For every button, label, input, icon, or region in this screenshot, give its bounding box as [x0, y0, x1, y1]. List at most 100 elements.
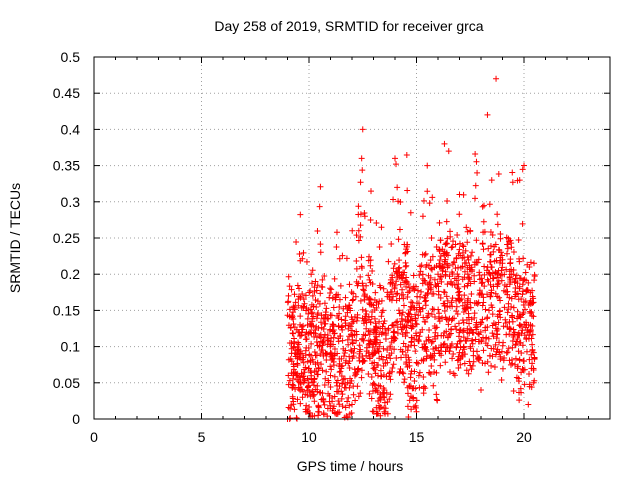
- data-point: [504, 291, 511, 298]
- data-point: [308, 323, 315, 330]
- data-point: [404, 403, 411, 410]
- data-point: [498, 376, 505, 383]
- data-point: [468, 316, 475, 323]
- data-point: [436, 246, 443, 253]
- data-point: [501, 281, 508, 288]
- data-point: [526, 383, 533, 390]
- data-point: [289, 393, 296, 400]
- data-point: [381, 399, 388, 406]
- data-point: [497, 235, 504, 242]
- data-point: [391, 334, 398, 341]
- data-point: [321, 315, 328, 322]
- data-point: [523, 348, 530, 355]
- data-point: [426, 280, 433, 287]
- data-point: [378, 313, 385, 320]
- data-point: [405, 354, 412, 361]
- data-point: [369, 360, 376, 367]
- data-point: [446, 368, 453, 375]
- data-point: [363, 282, 370, 289]
- data-point: [403, 262, 410, 269]
- data-point: [347, 331, 354, 338]
- data-point: [476, 338, 483, 345]
- data-point: [338, 355, 345, 362]
- data-point: [442, 241, 449, 248]
- data-point: [450, 370, 457, 377]
- data-point: [523, 288, 530, 295]
- data-point: [418, 288, 425, 295]
- data-point: [509, 337, 516, 344]
- data-point: [303, 307, 310, 314]
- data-point: [419, 305, 426, 312]
- data-point: [494, 211, 501, 218]
- data-point: [289, 313, 296, 320]
- data-point: [420, 390, 427, 397]
- data-point: [286, 283, 293, 290]
- data-point: [481, 263, 488, 270]
- data-point: [436, 310, 443, 317]
- data-point: [366, 276, 373, 283]
- data-point: [494, 313, 501, 320]
- data-point: [308, 389, 315, 396]
- data-point: [356, 357, 363, 364]
- data-point: [492, 341, 499, 348]
- data-point: [449, 281, 456, 288]
- scatter-series-srmtid: [284, 75, 538, 422]
- data-point: [357, 346, 364, 353]
- data-point: [523, 277, 530, 284]
- data-point: [500, 323, 507, 330]
- data-point: [324, 336, 331, 343]
- data-point: [318, 319, 325, 326]
- data-point: [365, 370, 372, 377]
- data-point: [294, 360, 301, 367]
- data-point: [344, 306, 351, 313]
- data-point: [437, 295, 444, 302]
- data-point: [335, 335, 342, 342]
- data-point: [349, 227, 356, 234]
- data-point: [407, 209, 414, 216]
- y-tick-label: 0.35: [53, 158, 80, 174]
- data-point: [460, 334, 467, 341]
- data-point: [403, 152, 410, 159]
- data-point: [351, 332, 358, 339]
- data-point: [502, 316, 509, 323]
- data-point: [478, 387, 484, 394]
- data-point: [350, 318, 357, 325]
- data-point: [353, 232, 360, 239]
- data-point: [480, 218, 487, 225]
- data-point: [430, 382, 437, 389]
- data-point: [407, 370, 414, 377]
- data-point: [303, 329, 310, 336]
- data-point: [287, 324, 294, 331]
- data-point: [354, 282, 361, 289]
- data-point: [389, 272, 396, 279]
- data-point: [326, 398, 333, 405]
- data-point: [377, 325, 384, 332]
- data-point: [318, 283, 325, 290]
- data-point: [360, 287, 367, 294]
- data-point: [285, 292, 292, 299]
- data-point: [423, 261, 430, 268]
- data-point: [422, 298, 429, 305]
- data-point: [376, 298, 383, 305]
- data-point: [313, 315, 320, 322]
- data-point: [513, 338, 520, 345]
- data-point: [453, 343, 460, 350]
- data-point: [312, 327, 319, 334]
- data-point: [483, 267, 490, 274]
- data-point: [431, 356, 438, 363]
- data-point: [464, 301, 471, 308]
- data-point: [397, 321, 404, 328]
- data-point: [308, 280, 315, 287]
- data-point: [518, 350, 525, 357]
- data-point: [318, 347, 325, 354]
- data-point: [412, 317, 419, 324]
- data-point: [388, 350, 395, 357]
- data-point: [357, 233, 364, 240]
- data-point: [531, 277, 538, 284]
- data-point: [346, 402, 353, 409]
- data-point: [383, 330, 390, 337]
- data-point: [295, 302, 302, 309]
- data-point: [290, 344, 297, 351]
- data-point: [489, 232, 496, 239]
- data-point: [307, 357, 314, 364]
